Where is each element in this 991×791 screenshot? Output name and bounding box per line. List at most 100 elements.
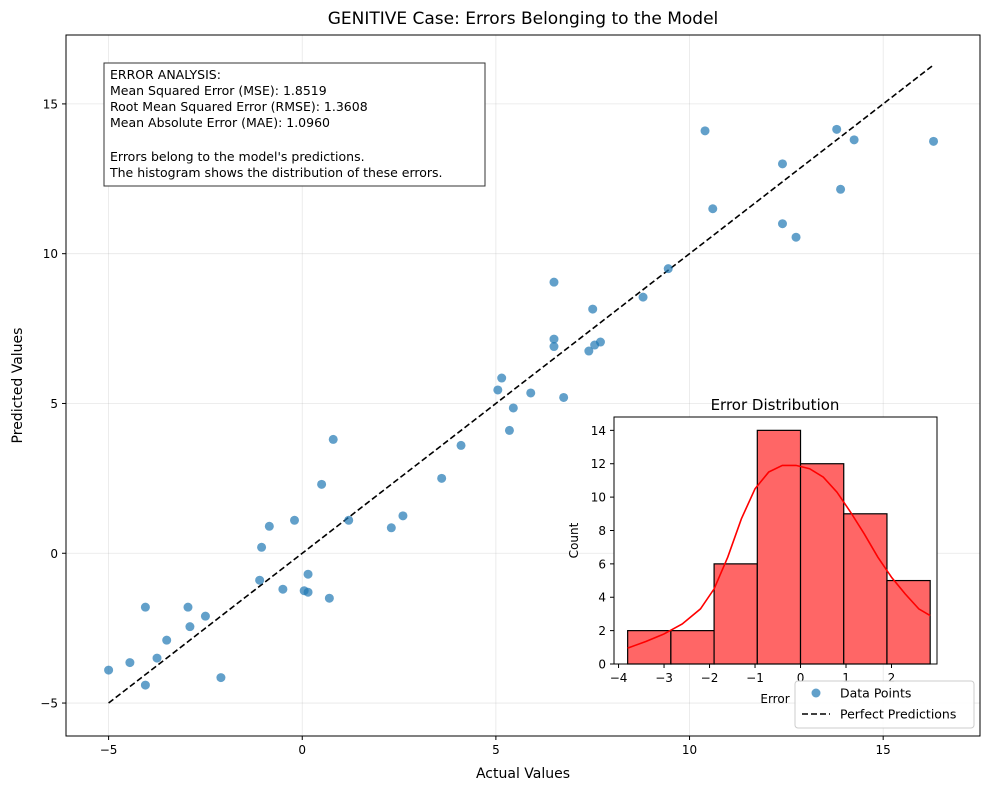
data-point [104,665,114,675]
annotation-line-3: Root Mean Squared Error (RMSE): 1.3608 [110,99,368,114]
annotation-line-6: Errors belong to the model's predictions… [110,149,365,164]
inset-plot-frame [613,416,938,665]
data-point [264,521,274,531]
legend-label-perfect-predictions: Perfect Predictions [840,707,956,722]
data-point [549,277,559,287]
data-point [929,136,939,146]
data-point [508,403,518,413]
data-point [504,425,514,435]
inset-x-tick-label: −4 [610,671,628,685]
kde-curve [627,464,931,649]
inset-y-ticks: 0 2 4 6 8 10 12 14 [591,424,614,672]
data-point [303,587,313,597]
x-tick-label: 10 [682,743,697,757]
annotation-line-2: Mean Squared Error (MSE): 1.8519 [110,83,327,98]
main-y-ticks: −5 0 5 10 15 [40,97,66,711]
main-x-ticks: −5 0 5 10 15 [100,736,891,757]
data-point [526,388,536,398]
data-point [437,473,447,483]
data-point [140,680,150,690]
data-point [700,126,710,136]
inset-y-tick-label: 14 [591,424,606,438]
annotation-line-7: The histogram shows the distribution of … [109,165,443,180]
data-point [493,385,503,395]
inset-y-tick-label: 10 [591,491,606,505]
data-point [638,292,648,302]
inset-histogram: −4 −3 −2 −1 0 1 2 0 2 4 6 8 10 12 14 Error Distributi… [567,396,938,706]
legend: Data Points Perfect Predictions [794,680,975,729]
data-point [200,611,210,621]
inset-x-ticks: −4 −3 −2 −1 0 1 2 [610,664,896,685]
y-tick-label: 15 [43,97,58,111]
data-point [303,569,313,579]
inset-x-tick-label: −2 [701,671,719,685]
data-point [125,658,135,668]
data-point [317,479,327,489]
inset-x-tick-label: 2 [888,671,896,685]
data-point [497,373,507,383]
data-points [104,124,939,690]
error-analysis-box: ERROR ANALYSIS: Mean Squared Error (MSE)… [103,62,486,187]
data-point [324,593,334,603]
data-point [663,264,673,274]
x-tick-label: −5 [100,743,118,757]
histogram-bars [627,429,931,665]
data-point [456,440,466,450]
annotation-line-1: ERROR ANALYSIS: [110,67,221,82]
data-point [549,334,559,344]
histogram-bar [713,563,758,665]
main-plot-frame [65,34,981,737]
data-point [257,542,267,552]
y-tick-label: 5 [50,397,58,411]
data-point [183,602,193,612]
data-point [278,584,288,594]
perfect-predictions-line [108,64,935,704]
legend-frame [794,680,975,729]
data-point [185,622,195,632]
inset-y-tick-label: 0 [598,658,606,672]
data-point [777,159,787,169]
legend-label-data-points: Data Points [840,686,911,701]
main-y-axis-label: Predicted Values [10,328,26,444]
data-point [595,337,605,347]
inset-y-tick-label: 8 [598,524,606,538]
y-tick-label: −5 [40,697,58,711]
histogram-bar [799,463,845,665]
inset-y-tick-label: 4 [598,591,606,605]
data-point [290,515,299,525]
data-point [216,673,226,683]
data-point [328,434,338,444]
data-point [849,135,859,145]
inset-y-axis-label: Count [567,522,581,558]
data-point [836,184,846,194]
data-point [708,204,718,214]
data-point [559,392,569,402]
histogram-bar [627,630,672,665]
data-point [832,124,842,134]
data-point [162,635,172,645]
y-tick-label: 10 [43,247,58,261]
histogram-bar [843,513,888,665]
data-point [588,304,598,314]
x-tick-label: 0 [298,743,306,757]
data-point [140,602,150,612]
inset-x-axis-label: Error [760,692,789,706]
data-point [549,342,559,352]
inset-y-tick-label: 12 [591,457,606,471]
data-point [791,232,801,242]
main-title: GENITIVE Case: Errors Belonging to the M… [328,9,719,29]
legend-marker-data-points [811,688,821,698]
data-point [344,515,354,525]
data-point [398,511,408,521]
inset-y-tick-label: 6 [598,557,606,571]
data-point [584,346,594,356]
inset-x-tick-label: 0 [797,671,805,685]
data-point [386,523,396,533]
main-x-axis-label: Actual Values [476,766,570,782]
histogram-bar [886,579,931,665]
inset-title: Error Distribution [711,396,840,414]
data-point [777,219,787,229]
x-tick-label: 15 [876,743,891,757]
